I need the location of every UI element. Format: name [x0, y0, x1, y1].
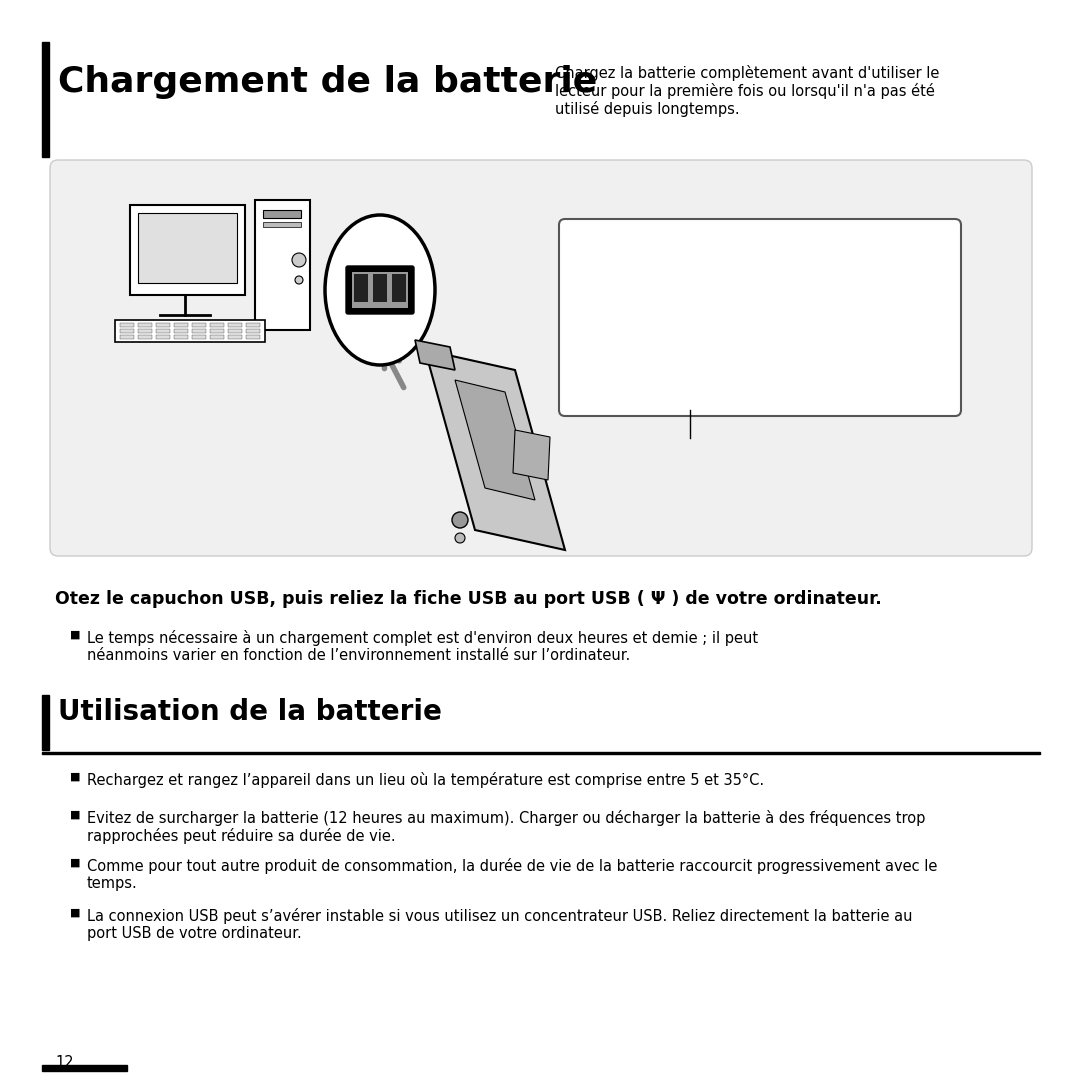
Bar — [192, 329, 206, 333]
Bar — [120, 329, 134, 333]
Text: utilisé depuis longtemps.: utilisé depuis longtemps. — [555, 102, 740, 117]
Bar — [228, 323, 242, 327]
Polygon shape — [513, 430, 550, 480]
Text: Chargement terminé: Chargement terminé — [593, 330, 753, 346]
Bar — [192, 335, 206, 339]
Text: ■: ■ — [70, 630, 81, 640]
Text: Evitez de surcharger la batterie (12 heures au maximum). Charger ou décharger la: Evitez de surcharger la batterie (12 heu… — [87, 810, 926, 826]
Circle shape — [295, 276, 303, 284]
Circle shape — [292, 253, 306, 267]
Bar — [352, 272, 408, 308]
Bar — [210, 335, 224, 339]
Bar — [210, 329, 224, 333]
Polygon shape — [426, 350, 565, 550]
Bar — [174, 335, 188, 339]
Text: Le temps nécessaire à un chargement complet est d'environ deux heures et demie ;: Le temps nécessaire à un chargement comp… — [87, 630, 758, 646]
Text: Otez le capuchon USB, puis reliez la fiche USB au port USB ( Ψ ) de votre ordina: Otez le capuchon USB, puis reliez la fic… — [55, 590, 881, 608]
Text: ■: ■ — [70, 772, 81, 782]
Text: ■: ■ — [70, 908, 81, 918]
Text: ■: ■ — [70, 858, 81, 868]
Text: port USB de votre ordinateur.: port USB de votre ordinateur. — [87, 926, 301, 941]
Bar — [156, 329, 170, 333]
Bar — [246, 335, 260, 339]
FancyBboxPatch shape — [50, 160, 1032, 556]
FancyBboxPatch shape — [559, 219, 961, 416]
Bar — [42, 752, 1040, 754]
Text: ■: ■ — [579, 330, 590, 340]
Text: lecteur pour la première fois ou lorsqu'il n'a pas été: lecteur pour la première fois ou lorsqu'… — [555, 83, 935, 99]
Circle shape — [455, 534, 465, 543]
Text: Comme pour tout autre produit de consommation, la durée de vie de la batterie ra: Comme pour tout autre produit de consomm… — [87, 858, 937, 874]
Text: Affichage à l’écran: Affichage à l’écran — [583, 249, 759, 269]
Bar — [354, 274, 368, 302]
Bar — [138, 213, 237, 283]
Bar — [246, 329, 260, 333]
Bar — [192, 323, 206, 327]
Text: Rechargez et rangez l’appareil dans un lieu où la température est comprise entre: Rechargez et rangez l’appareil dans un l… — [87, 772, 765, 788]
Bar — [156, 335, 170, 339]
Text: La connexion USB peut s’avérer instable si vous utilisez un concentrateur USB. R: La connexion USB peut s’avérer instable … — [87, 908, 913, 924]
Polygon shape — [415, 340, 455, 370]
Text: néanmoins varier en fonction de l’environnement installé sur l’ordinateur.: néanmoins varier en fonction de l’enviro… — [87, 648, 631, 663]
Bar — [138, 329, 152, 333]
Bar — [264, 210, 301, 218]
Bar — [264, 222, 301, 227]
Bar — [174, 323, 188, 327]
Text: Chargement en cours...: Chargement en cours... — [593, 293, 773, 308]
Bar — [228, 329, 242, 333]
Polygon shape — [455, 380, 535, 500]
Text: 12: 12 — [55, 1055, 73, 1070]
Bar — [130, 205, 245, 295]
Text: Utilisation de la batterie: Utilisation de la batterie — [58, 698, 442, 726]
FancyBboxPatch shape — [346, 266, 414, 314]
Text: temps.: temps. — [87, 876, 138, 891]
Text: Chargement de la batterie: Chargement de la batterie — [58, 65, 597, 99]
Bar — [120, 323, 134, 327]
Bar — [138, 335, 152, 339]
Bar — [255, 200, 310, 330]
Text: ■: ■ — [579, 293, 590, 303]
Bar — [120, 335, 134, 339]
Bar — [42, 696, 49, 750]
Text: rapprochées peut réduire sa durée de vie.: rapprochées peut réduire sa durée de vie… — [87, 828, 395, 843]
Bar — [42, 42, 49, 157]
Ellipse shape — [325, 215, 435, 365]
Circle shape — [453, 512, 468, 528]
Bar — [138, 323, 152, 327]
Bar — [228, 335, 242, 339]
Bar — [210, 323, 224, 327]
Bar — [373, 274, 387, 302]
Bar — [42, 1065, 127, 1071]
Bar — [114, 320, 265, 342]
Text: ■: ■ — [70, 810, 81, 820]
Bar — [392, 274, 406, 302]
Text: Chargez la batterie complètement avant d'utiliser le: Chargez la batterie complètement avant d… — [555, 65, 940, 81]
Bar — [156, 323, 170, 327]
Bar — [174, 329, 188, 333]
Bar — [246, 323, 260, 327]
